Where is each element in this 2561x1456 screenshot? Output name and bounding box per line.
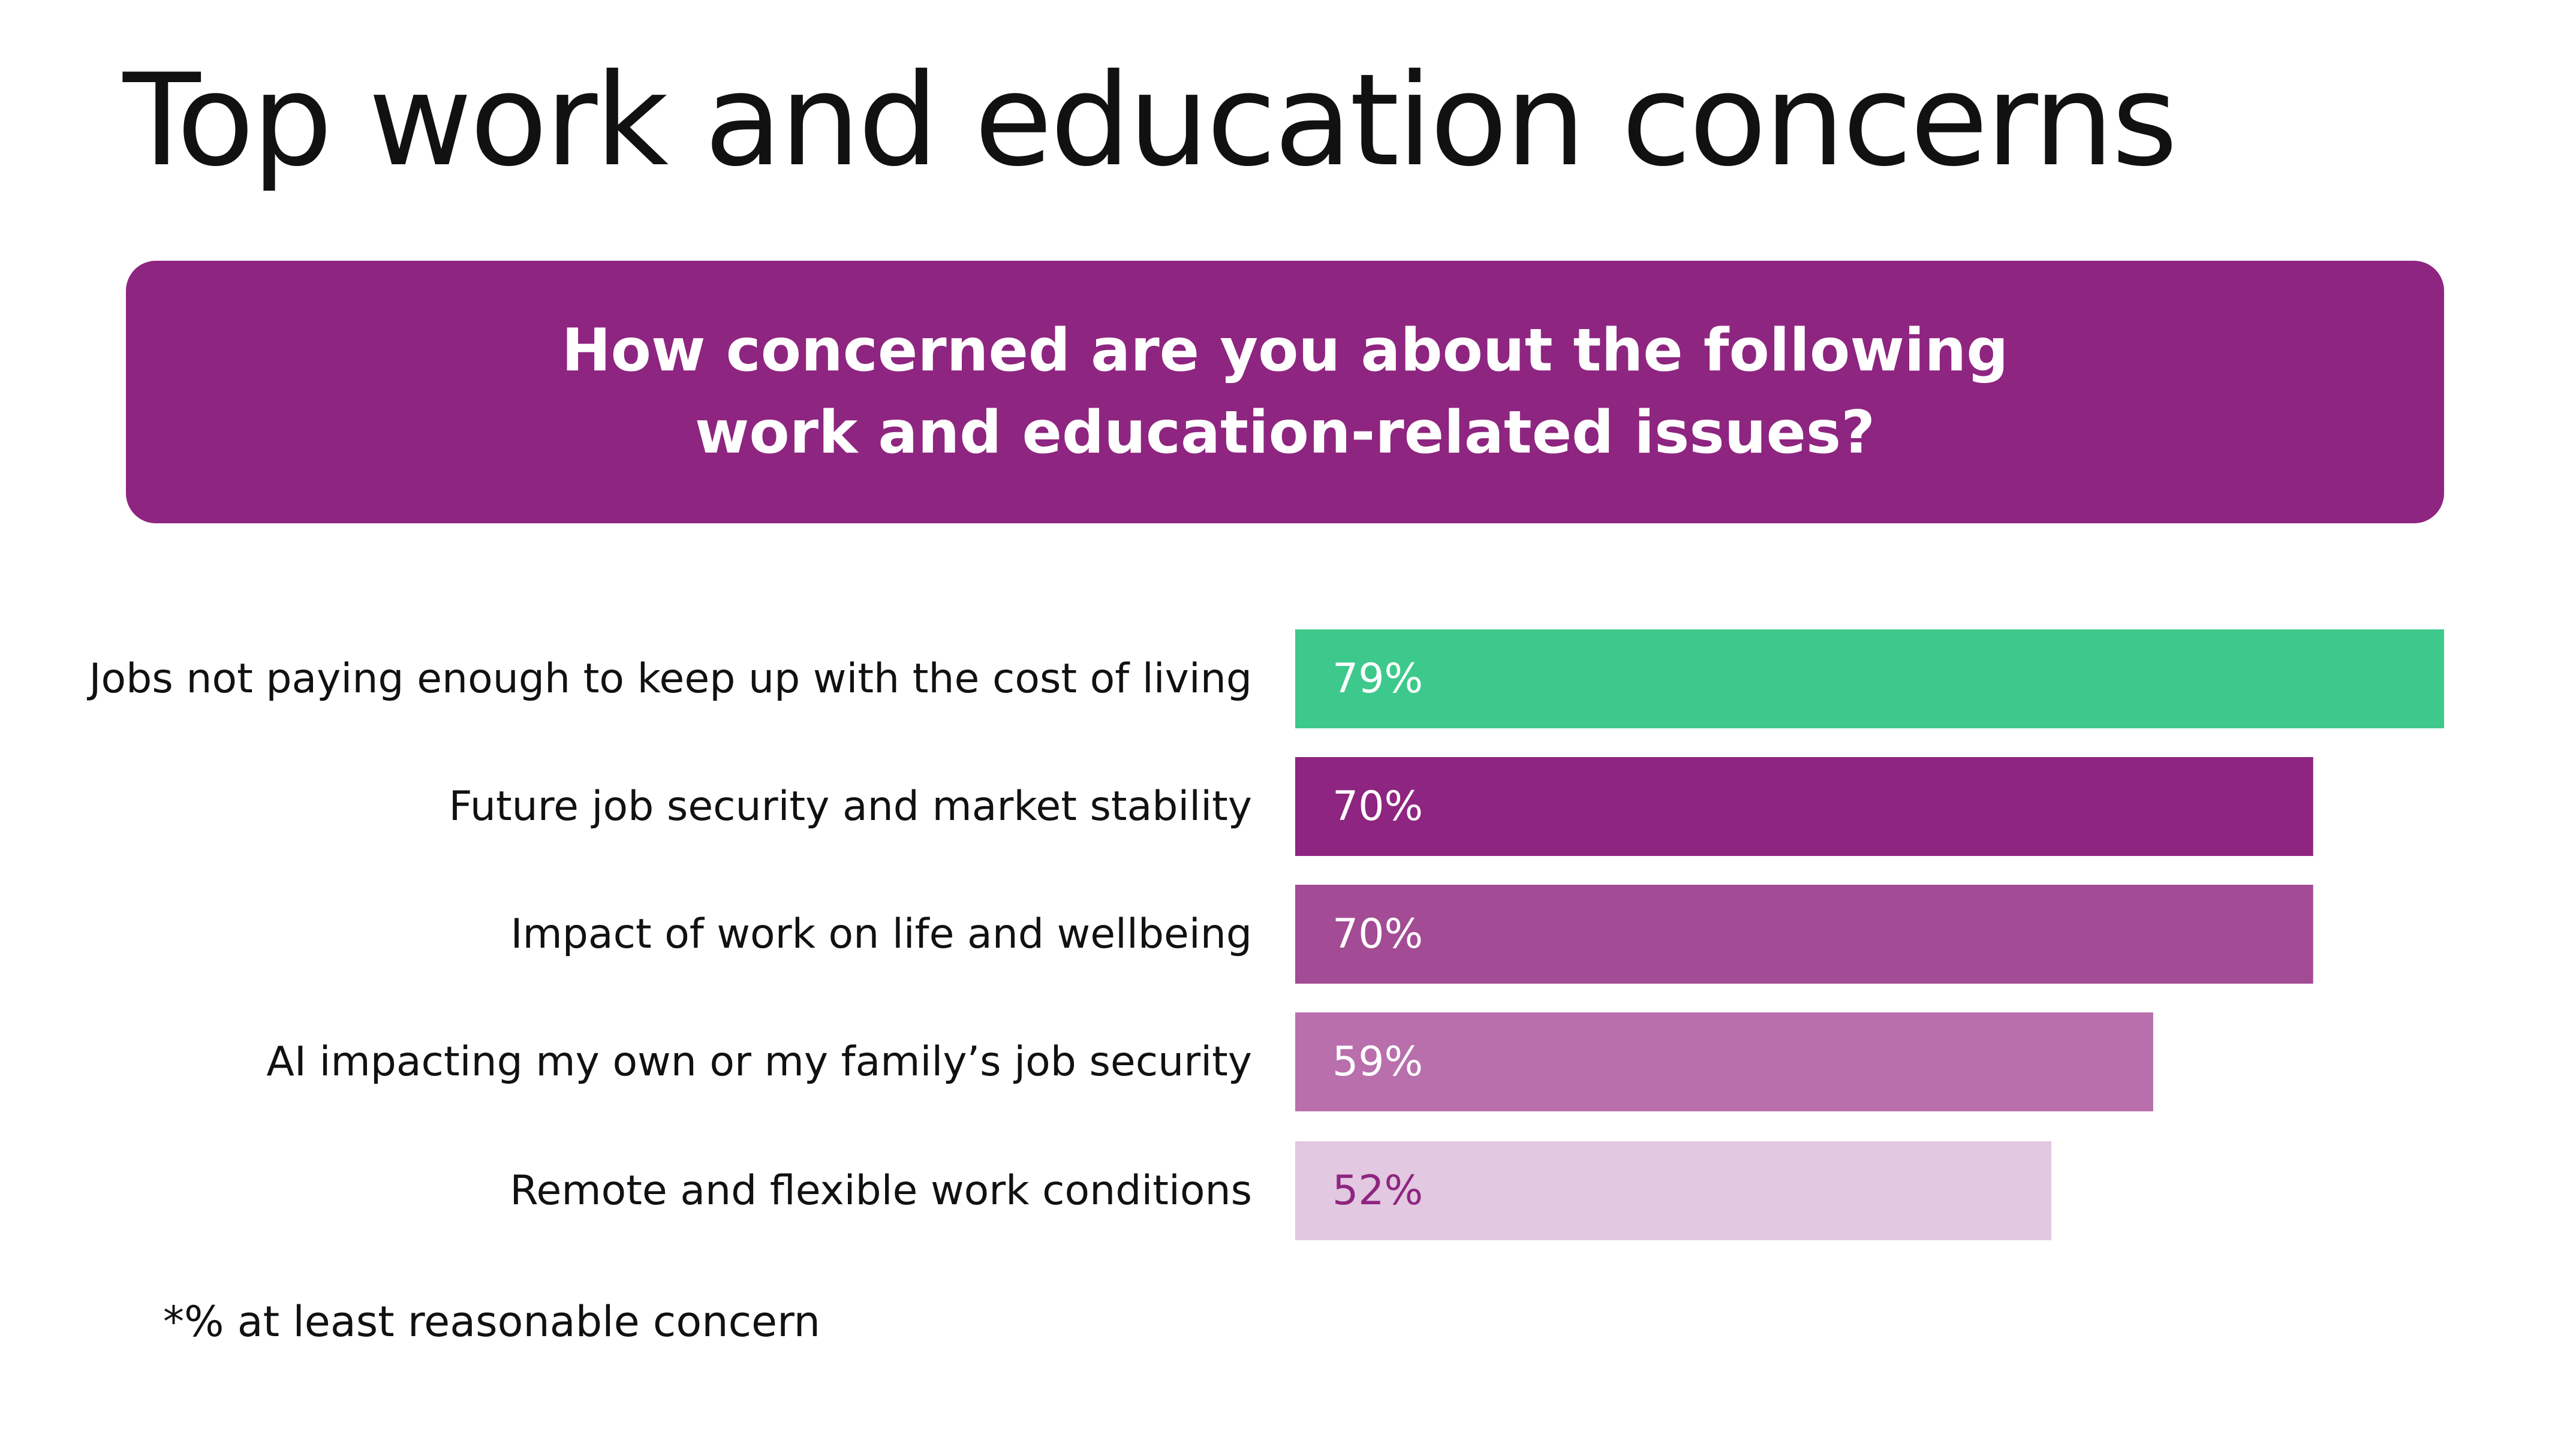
value-label: 70%	[1332, 911, 1423, 958]
category-label: AI impacting my own or my family’s job s…	[266, 1038, 1252, 1086]
bar	[1295, 1141, 2052, 1240]
category-label: Jobs not paying enough to keep up with t…	[87, 655, 1253, 703]
bar	[1295, 885, 2313, 984]
footnote: *% at least reasonable concern	[163, 1297, 821, 1346]
bar	[1295, 629, 2444, 728]
value-label: 59%	[1332, 1038, 1423, 1086]
category-label: Impact of work on life and wellbeing	[510, 911, 1252, 958]
question-banner: How concerned are you about the followin…	[126, 261, 2444, 523]
value-label: 79%	[1332, 655, 1423, 703]
question-line-2: work and education-related issues?	[694, 399, 1876, 467]
bar	[1295, 1012, 2153, 1111]
bar	[1295, 757, 2313, 856]
page-title: Top work and education concerns	[123, 46, 2178, 194]
value-label: 70%	[1332, 783, 1423, 830]
category-label: Remote and flexible work conditions	[510, 1167, 1252, 1214]
value-label: 52%	[1332, 1167, 1423, 1214]
category-label: Future job security and market stability	[449, 783, 1252, 830]
question-line-1: How concerned are you about the followin…	[561, 316, 2009, 385]
